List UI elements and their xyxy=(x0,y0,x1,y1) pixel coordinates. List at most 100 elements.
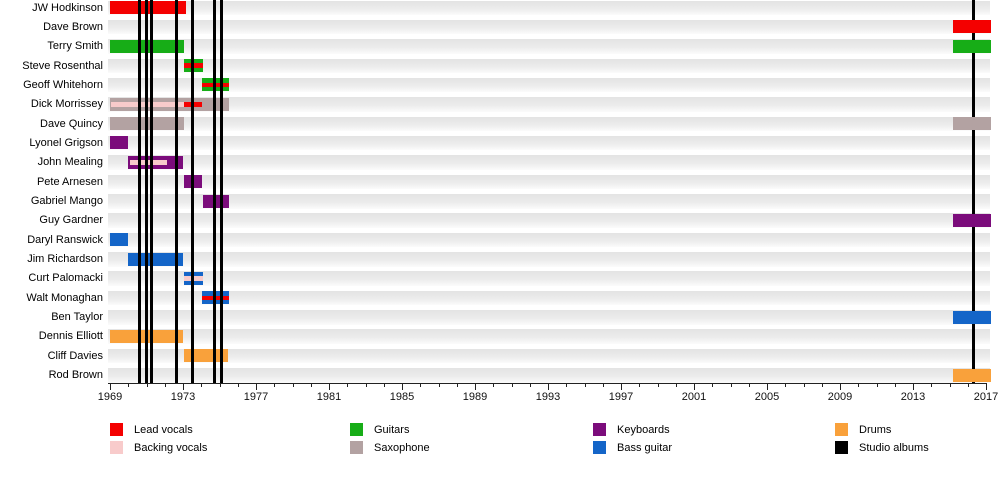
axis-major-tick xyxy=(183,384,184,390)
legend-item-drums: Drums xyxy=(835,423,995,437)
member-role-bar-lead_vocals xyxy=(953,20,992,34)
member-label: Daryl Ranswick xyxy=(27,233,103,246)
axis-minor-tick xyxy=(310,384,312,387)
studio-album-line xyxy=(137,0,141,383)
axis-major-tick xyxy=(475,384,476,390)
axis-tick-label: 1993 xyxy=(535,391,561,403)
member-role-bar-saxophone xyxy=(953,117,992,131)
axis-tick-label: 1989 xyxy=(462,391,488,403)
legend-label: Drums xyxy=(859,424,892,436)
axis-major-tick xyxy=(694,384,695,390)
axis-minor-tick xyxy=(146,384,148,387)
axis-minor-tick xyxy=(219,384,221,387)
legend-item-guitars: Guitars xyxy=(350,423,510,437)
axis-minor-tick xyxy=(730,384,732,387)
axis-minor-tick xyxy=(748,384,750,387)
legend-item-saxophone: Saxophone xyxy=(350,440,510,455)
timeline-track xyxy=(108,0,990,15)
legend-item-lead_vocals: Lead vocals xyxy=(110,423,270,437)
axis-tick-label: 1985 xyxy=(389,391,415,403)
axis-tick-label: 2013 xyxy=(900,391,926,403)
member-role-bar-guitars xyxy=(953,39,992,53)
axis-minor-tick xyxy=(876,384,878,387)
legend-item-keyboards: Keyboards xyxy=(593,423,753,437)
axis-major-tick xyxy=(329,384,330,390)
axis-minor-tick xyxy=(128,384,130,387)
member-label: Dennis Elliott xyxy=(38,330,103,343)
legend-label: Keyboards xyxy=(617,424,670,436)
axis-minor-tick xyxy=(438,384,440,387)
timeline-track xyxy=(108,97,990,112)
axis-major-tick xyxy=(548,384,549,390)
axis-minor-tick xyxy=(164,384,166,387)
member-label: Guy Gardner xyxy=(39,214,103,227)
axis-minor-tick xyxy=(785,384,787,387)
legend-item-backing_vocals: Backing vocals xyxy=(110,440,270,455)
axis-tick-label: 2001 xyxy=(681,391,707,403)
legend-label: Guitars xyxy=(374,424,410,436)
axis-minor-tick xyxy=(967,384,969,387)
legend-swatch-lead_vocals xyxy=(110,423,123,436)
timeline-track xyxy=(108,155,990,170)
axis-minor-tick xyxy=(821,384,823,387)
legend-swatch-keyboards xyxy=(593,423,606,436)
timeline-track xyxy=(108,116,990,132)
axis-minor-tick xyxy=(657,384,659,387)
member-role-bar-keyboards xyxy=(953,213,992,227)
legend-swatch-drums xyxy=(835,423,848,436)
axis-tick-label: 2017 xyxy=(973,391,999,403)
member-label: Gabriel Mango xyxy=(30,195,103,207)
axis-minor-tick xyxy=(803,384,805,387)
legend-swatch-bass_guitar xyxy=(593,440,606,454)
timeline-track xyxy=(108,310,990,325)
axis-tick-label: 1969 xyxy=(97,391,123,403)
timeline-track xyxy=(108,77,990,93)
studio-album-line xyxy=(971,0,975,383)
legend-label: Bass guitar xyxy=(617,441,673,454)
axis-minor-tick xyxy=(639,384,641,387)
studio-album-line xyxy=(150,0,154,383)
studio-album-line xyxy=(190,0,194,383)
member-label: Terry Smith xyxy=(47,40,103,53)
timeline-track xyxy=(108,329,990,344)
axis-minor-tick xyxy=(201,384,203,387)
timeline-track xyxy=(108,39,990,54)
axis-minor-tick xyxy=(858,384,860,387)
member-label: Jim Richardson xyxy=(27,253,103,266)
member-label: Lyonel Grigson xyxy=(29,136,103,149)
axis-minor-tick xyxy=(511,384,513,387)
member-role-bar-drums xyxy=(953,368,992,382)
timeline-track xyxy=(108,19,990,35)
axis-major-tick xyxy=(840,384,841,390)
timeline-track xyxy=(108,290,990,306)
member-label: Curt Palomacki xyxy=(28,272,103,285)
member-role-bar-drums xyxy=(183,349,228,363)
axis-minor-tick xyxy=(566,384,568,387)
member-role-bar-bass_guitar xyxy=(128,252,183,266)
legend-swatch-backing_vocals xyxy=(110,440,123,454)
axis-minor-tick xyxy=(894,384,896,387)
timeline-track xyxy=(108,271,990,286)
member-label: Dave Quincy xyxy=(40,117,103,130)
member-role-bar-keyboards xyxy=(110,136,129,150)
member-role-bar-bass_guitar xyxy=(110,233,129,247)
member-label: Steve Rosenthal xyxy=(22,59,103,72)
axis-tick-label: 1977 xyxy=(243,391,269,403)
member-label: Ben Taylor xyxy=(51,311,103,324)
member-label: Geoff Whitehorn xyxy=(23,78,103,91)
axis-major-tick xyxy=(256,384,257,390)
member-label: Cliff Davies xyxy=(47,349,103,362)
axis-minor-tick xyxy=(529,384,531,387)
member-label: JW Hodkinson xyxy=(32,1,103,14)
legend-swatch-guitars xyxy=(350,423,363,436)
studio-album-line xyxy=(175,0,179,383)
axis-tick-label: 2009 xyxy=(827,391,853,403)
studio-album-line xyxy=(145,0,148,383)
axis-minor-tick xyxy=(237,384,239,387)
legend-label: Lead vocals xyxy=(134,424,193,436)
axis-minor-tick xyxy=(383,384,385,387)
axis-major-tick xyxy=(402,384,403,390)
axis-major-tick xyxy=(767,384,768,390)
timeline-track xyxy=(108,368,990,383)
